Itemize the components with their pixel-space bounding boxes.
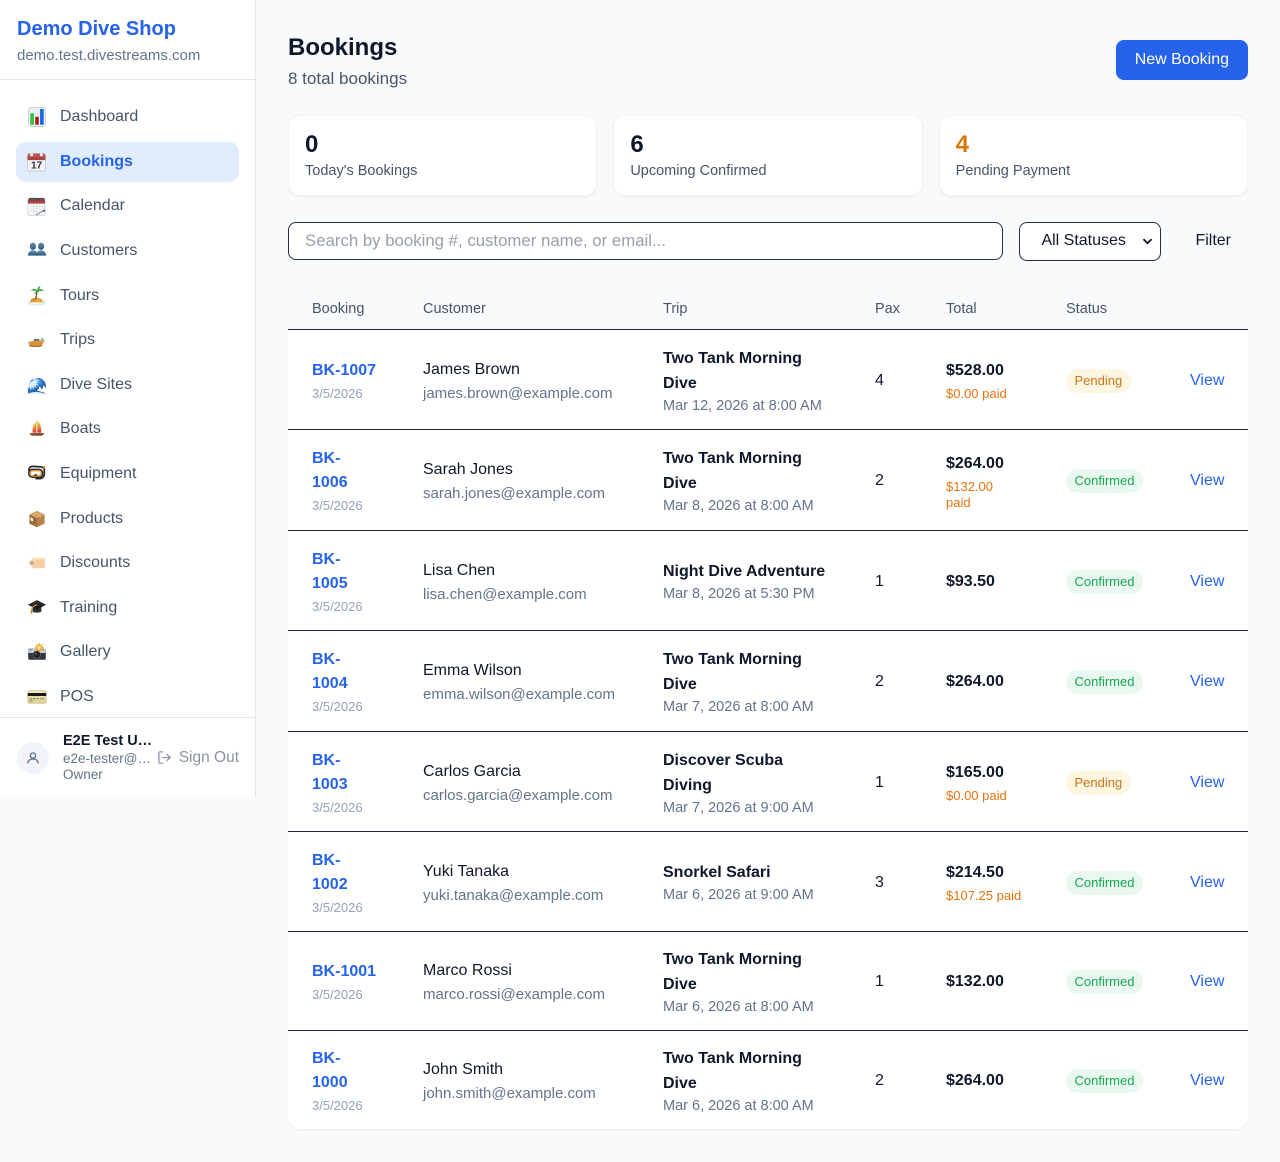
- svg-text:17: 17: [31, 160, 43, 171]
